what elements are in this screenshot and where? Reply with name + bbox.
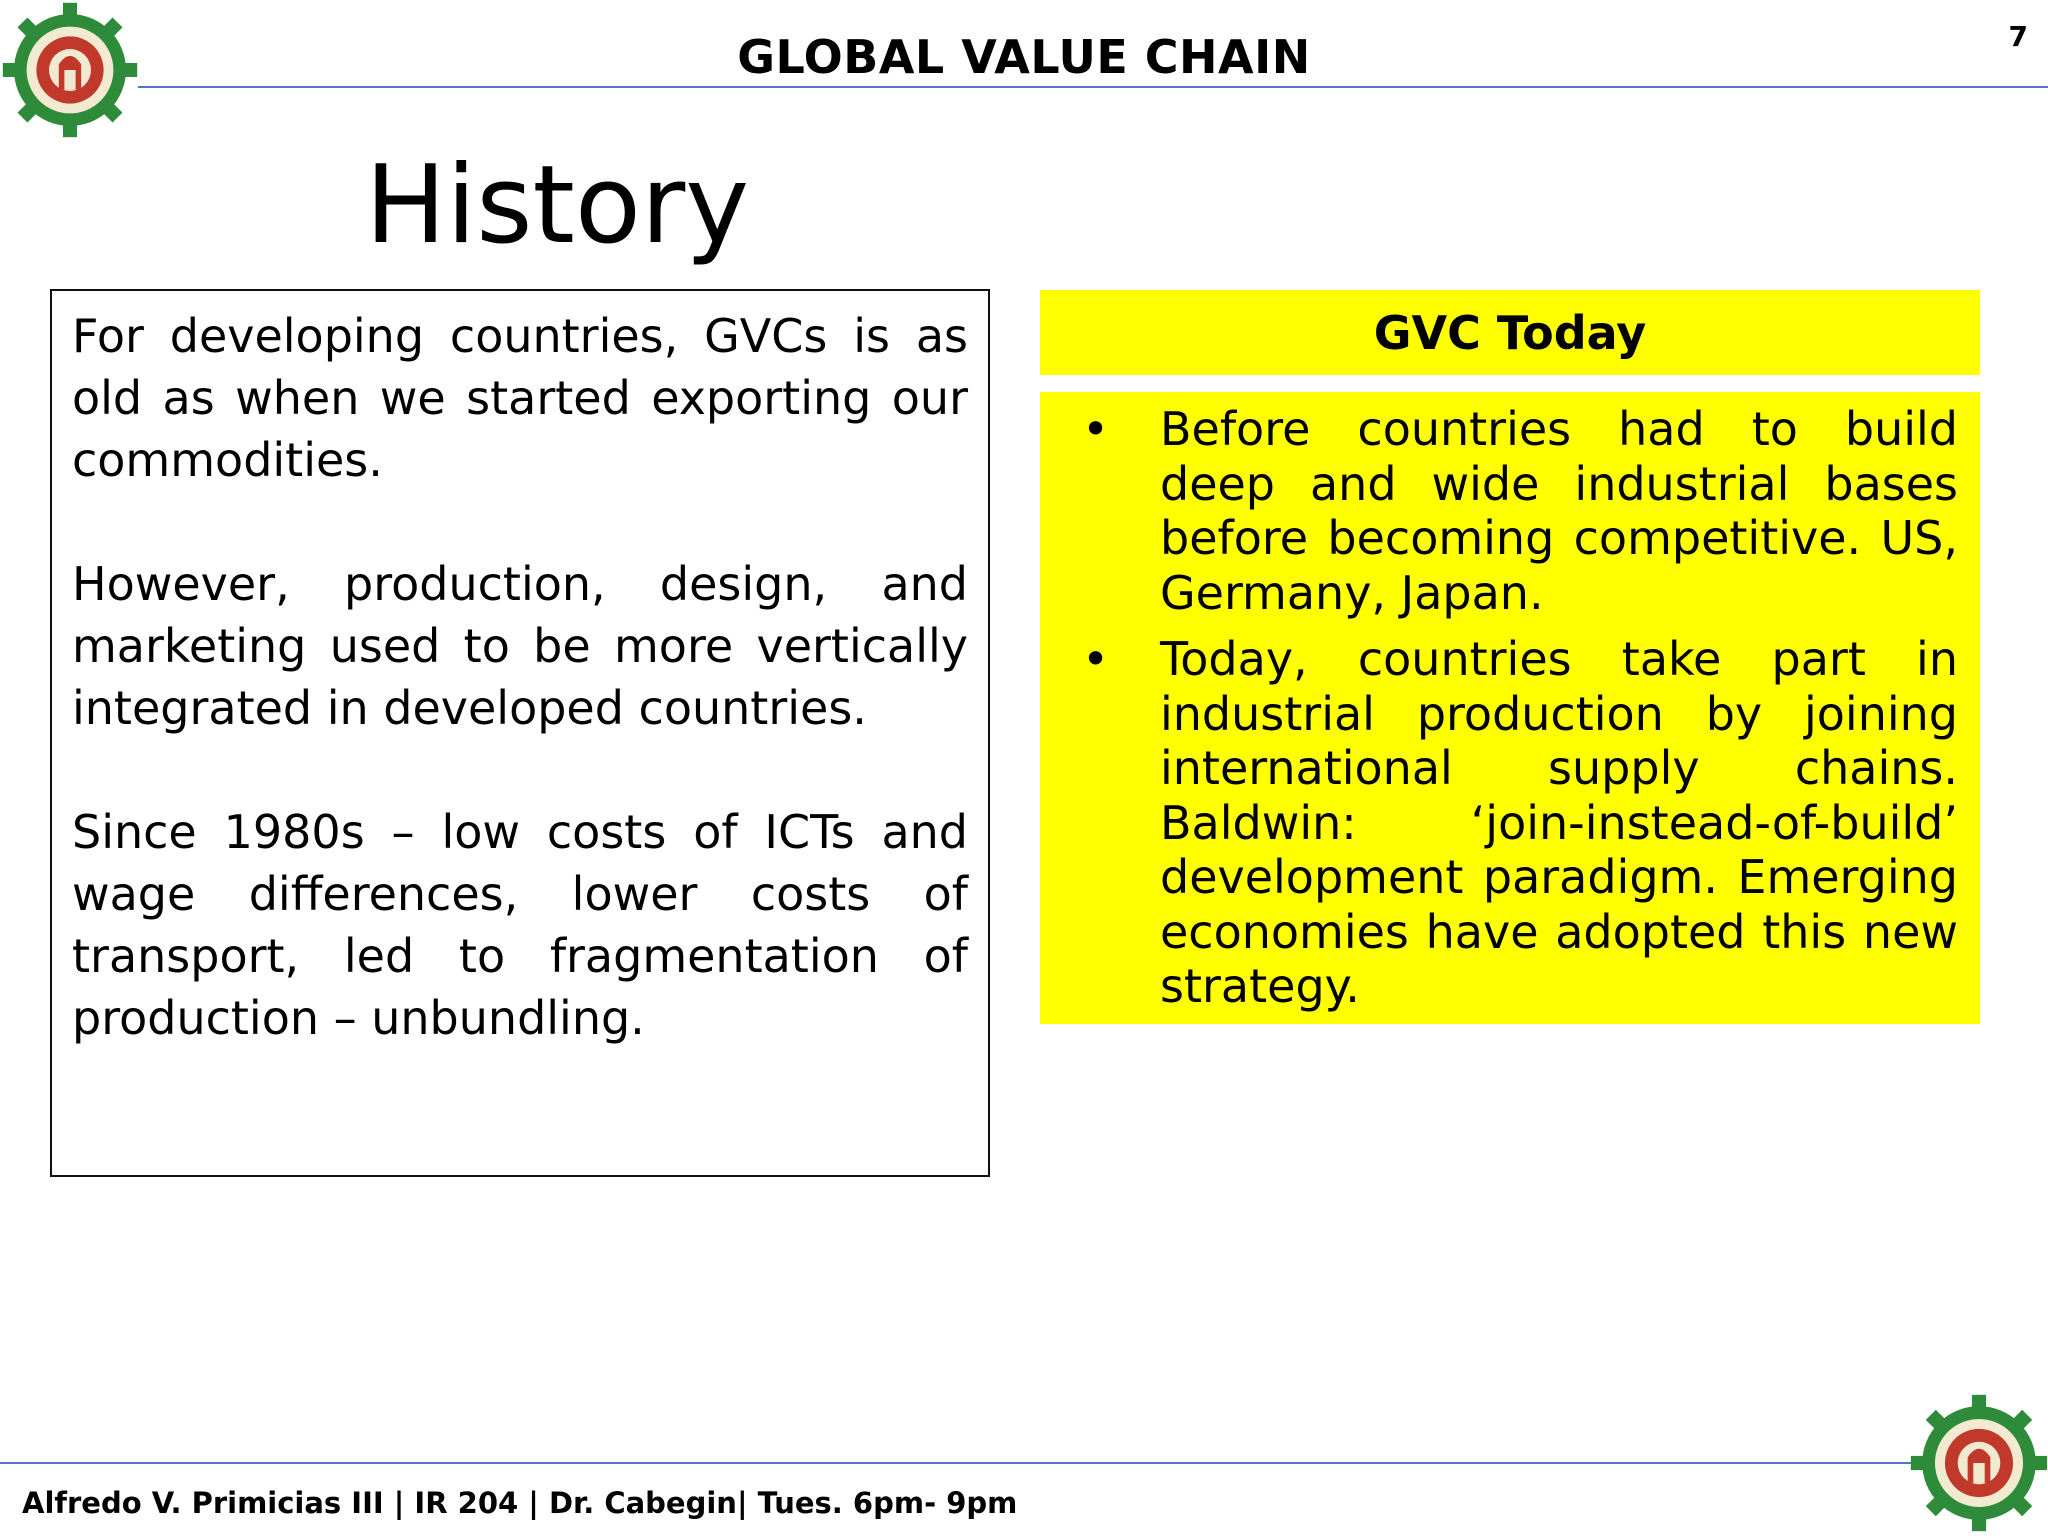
gvc-today-title: GVC Today [1373,305,1647,360]
page-number: 7 [2008,20,2028,53]
bullet-icon: • [1082,632,1110,686]
history-paragraph: Since 1980s – low costs of ICTs and wage… [72,805,968,1045]
history-text-box: For developing countries, GVCs is as old… [50,289,990,1177]
university-seal-icon [1910,1394,2048,1532]
gvc-bullet-list: • Before countries had to build deep and… [1062,402,1958,1014]
gvc-bullet-text: Before countries had to build deep and w… [1160,402,1958,620]
gvc-bullet-text: Today, countries take part in industrial… [1160,632,1958,1013]
university-seal-icon [2,2,138,138]
gvc-bullet-item: • Today, countries take part in industri… [1062,632,1958,1014]
gvc-today-panel: • Before countries had to build deep and… [1040,392,1980,1024]
bullet-icon: • [1082,402,1110,456]
footer-text: Alfredo V. Primicias III | IR 204 | Dr. … [22,1486,1018,1520]
gvc-bullet-item: • Before countries had to build deep and… [1062,402,1958,620]
slide-title: History [365,143,750,268]
gvc-today-heading: GVC Today [1040,290,1980,375]
header-title: GLOBAL VALUE CHAIN [737,30,1311,84]
header-divider [138,86,2048,88]
history-paragraph: For developing countries, GVCs is as old… [72,309,968,487]
history-paragraph: However, production, design, and marketi… [72,557,968,735]
footer-divider [0,1462,1918,1464]
